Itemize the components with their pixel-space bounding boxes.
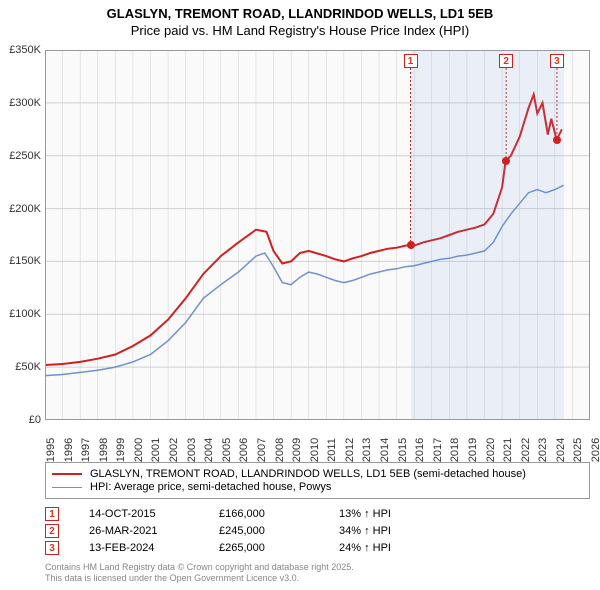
marker-price: £265,000 (219, 542, 339, 554)
x-axis: 1995 1996 1997 1998 1999 2000 2001 2002 2003 2004… (45, 422, 590, 462)
y-tick-label: £50K (15, 361, 41, 373)
x-tick-label: 2025 (572, 438, 584, 462)
x-tick-label: 2002 (168, 438, 180, 462)
x-tick-label: 2024 (555, 438, 567, 462)
legend-label: HPI: Average price, semi-detached house,… (90, 481, 331, 493)
x-tick-label: 1997 (80, 438, 92, 462)
marker-table-row: 2 26-MAR-2021£245,00034% ↑ HPI (45, 524, 590, 538)
x-tick-label: 2003 (186, 438, 198, 462)
x-tick-label: 2023 (537, 438, 549, 462)
x-tick-label: 2004 (203, 438, 215, 462)
x-tick-label: 2019 (467, 438, 479, 462)
x-tick-label: 2026 (590, 438, 600, 462)
x-tick-label: 2018 (449, 438, 461, 462)
marker-table-box: 3 (45, 541, 59, 555)
marker-date: 14-OCT-2015 (89, 508, 219, 520)
x-tick-label: 2011 (326, 438, 338, 462)
marker-price: £245,000 (219, 525, 339, 537)
footer-line1: Contains HM Land Registry data © Crown c… (45, 562, 590, 573)
marker-delta: 13% ↑ HPI (339, 508, 459, 520)
y-tick-label: £250K (9, 150, 41, 162)
y-tick-label: £150K (9, 255, 41, 267)
marker-date: 26-MAR-2021 (89, 525, 219, 537)
x-tick-label: 2020 (485, 438, 497, 462)
y-tick-label: £100K (9, 308, 41, 320)
x-tick-label: 1998 (98, 438, 110, 462)
marker-table-box: 2 (45, 524, 59, 538)
y-tick-label: £350K (9, 44, 41, 56)
plot-area: 1 2 3 (45, 50, 590, 420)
y-axis: £0£50K£100K£150K£200K£250K£300K£350K (0, 50, 45, 420)
x-tick-label: 2013 (361, 438, 373, 462)
footer: Contains HM Land Registry data © Crown c… (45, 562, 590, 584)
legend-swatch (52, 487, 82, 488)
x-tick-label: 1995 (45, 438, 57, 462)
x-tick-label: 2007 (256, 438, 268, 462)
x-tick-label: 2016 (414, 438, 426, 462)
sale-marker-dot (502, 157, 510, 165)
x-tick-label: 2006 (238, 438, 250, 462)
y-tick-label: £300K (9, 97, 41, 109)
sale-marker-box: 1 (404, 54, 418, 68)
sale-marker-box: 3 (550, 54, 564, 68)
marker-date: 13-FEB-2024 (89, 542, 219, 554)
x-tick-label: 1996 (63, 438, 75, 462)
x-tick-label: 2005 (221, 438, 233, 462)
sale-marker-dot (553, 136, 561, 144)
marker-price: £166,000 (219, 508, 339, 520)
markers-table: 1 14-OCT-2015£166,00013% ↑ HPI 2 26-MAR-202… (45, 504, 590, 558)
legend-row: GLASLYN, TREMONT ROAD, LLANDRINDOD WELLS… (52, 468, 583, 480)
x-tick-label: 2009 (291, 438, 303, 462)
legend-swatch (52, 473, 82, 475)
x-tick-label: 2022 (520, 438, 532, 462)
x-tick-label: 2021 (502, 438, 514, 462)
legend-row: HPI: Average price, semi-detached house,… (52, 481, 583, 493)
x-tick-label: 2015 (397, 438, 409, 462)
x-tick-label: 2017 (432, 438, 444, 462)
chart-container: GLASLYN, TREMONT ROAD, LLANDRINDOD WELLS… (0, 0, 600, 590)
y-tick-label: £200K (9, 203, 41, 215)
x-tick-label: 2012 (344, 438, 356, 462)
sale-marker-dot (407, 241, 415, 249)
sale-marker-box: 2 (499, 54, 513, 68)
marker-delta: 24% ↑ HPI (339, 542, 459, 554)
x-tick-label: 2008 (274, 438, 286, 462)
marker-delta: 34% ↑ HPI (339, 525, 459, 537)
x-tick-label: 2010 (309, 438, 321, 462)
x-tick-label: 1999 (115, 438, 127, 462)
x-tick-label: 2014 (379, 438, 391, 462)
marker-table-box: 1 (45, 507, 59, 521)
chart-title-line2: Price paid vs. HM Land Registry's House … (0, 23, 600, 40)
legend: GLASLYN, TREMONT ROAD, LLANDRINDOD WELLS… (45, 462, 590, 499)
y-tick-label: £0 (29, 414, 41, 426)
legend-label: GLASLYN, TREMONT ROAD, LLANDRINDOD WELLS… (90, 468, 526, 480)
footer-line2: This data is licensed under the Open Gov… (45, 573, 590, 584)
shaded-region (411, 50, 564, 420)
chart-title-line1: GLASLYN, TREMONT ROAD, LLANDRINDOD WELLS… (0, 6, 600, 23)
x-tick-label: 2000 (133, 438, 145, 462)
marker-table-row: 3 13-FEB-2024£265,00024% ↑ HPI (45, 541, 590, 555)
chart-title-block: GLASLYN, TREMONT ROAD, LLANDRINDOD WELLS… (0, 0, 600, 40)
marker-table-row: 1 14-OCT-2015£166,00013% ↑ HPI (45, 507, 590, 521)
x-tick-label: 2001 (150, 438, 162, 462)
